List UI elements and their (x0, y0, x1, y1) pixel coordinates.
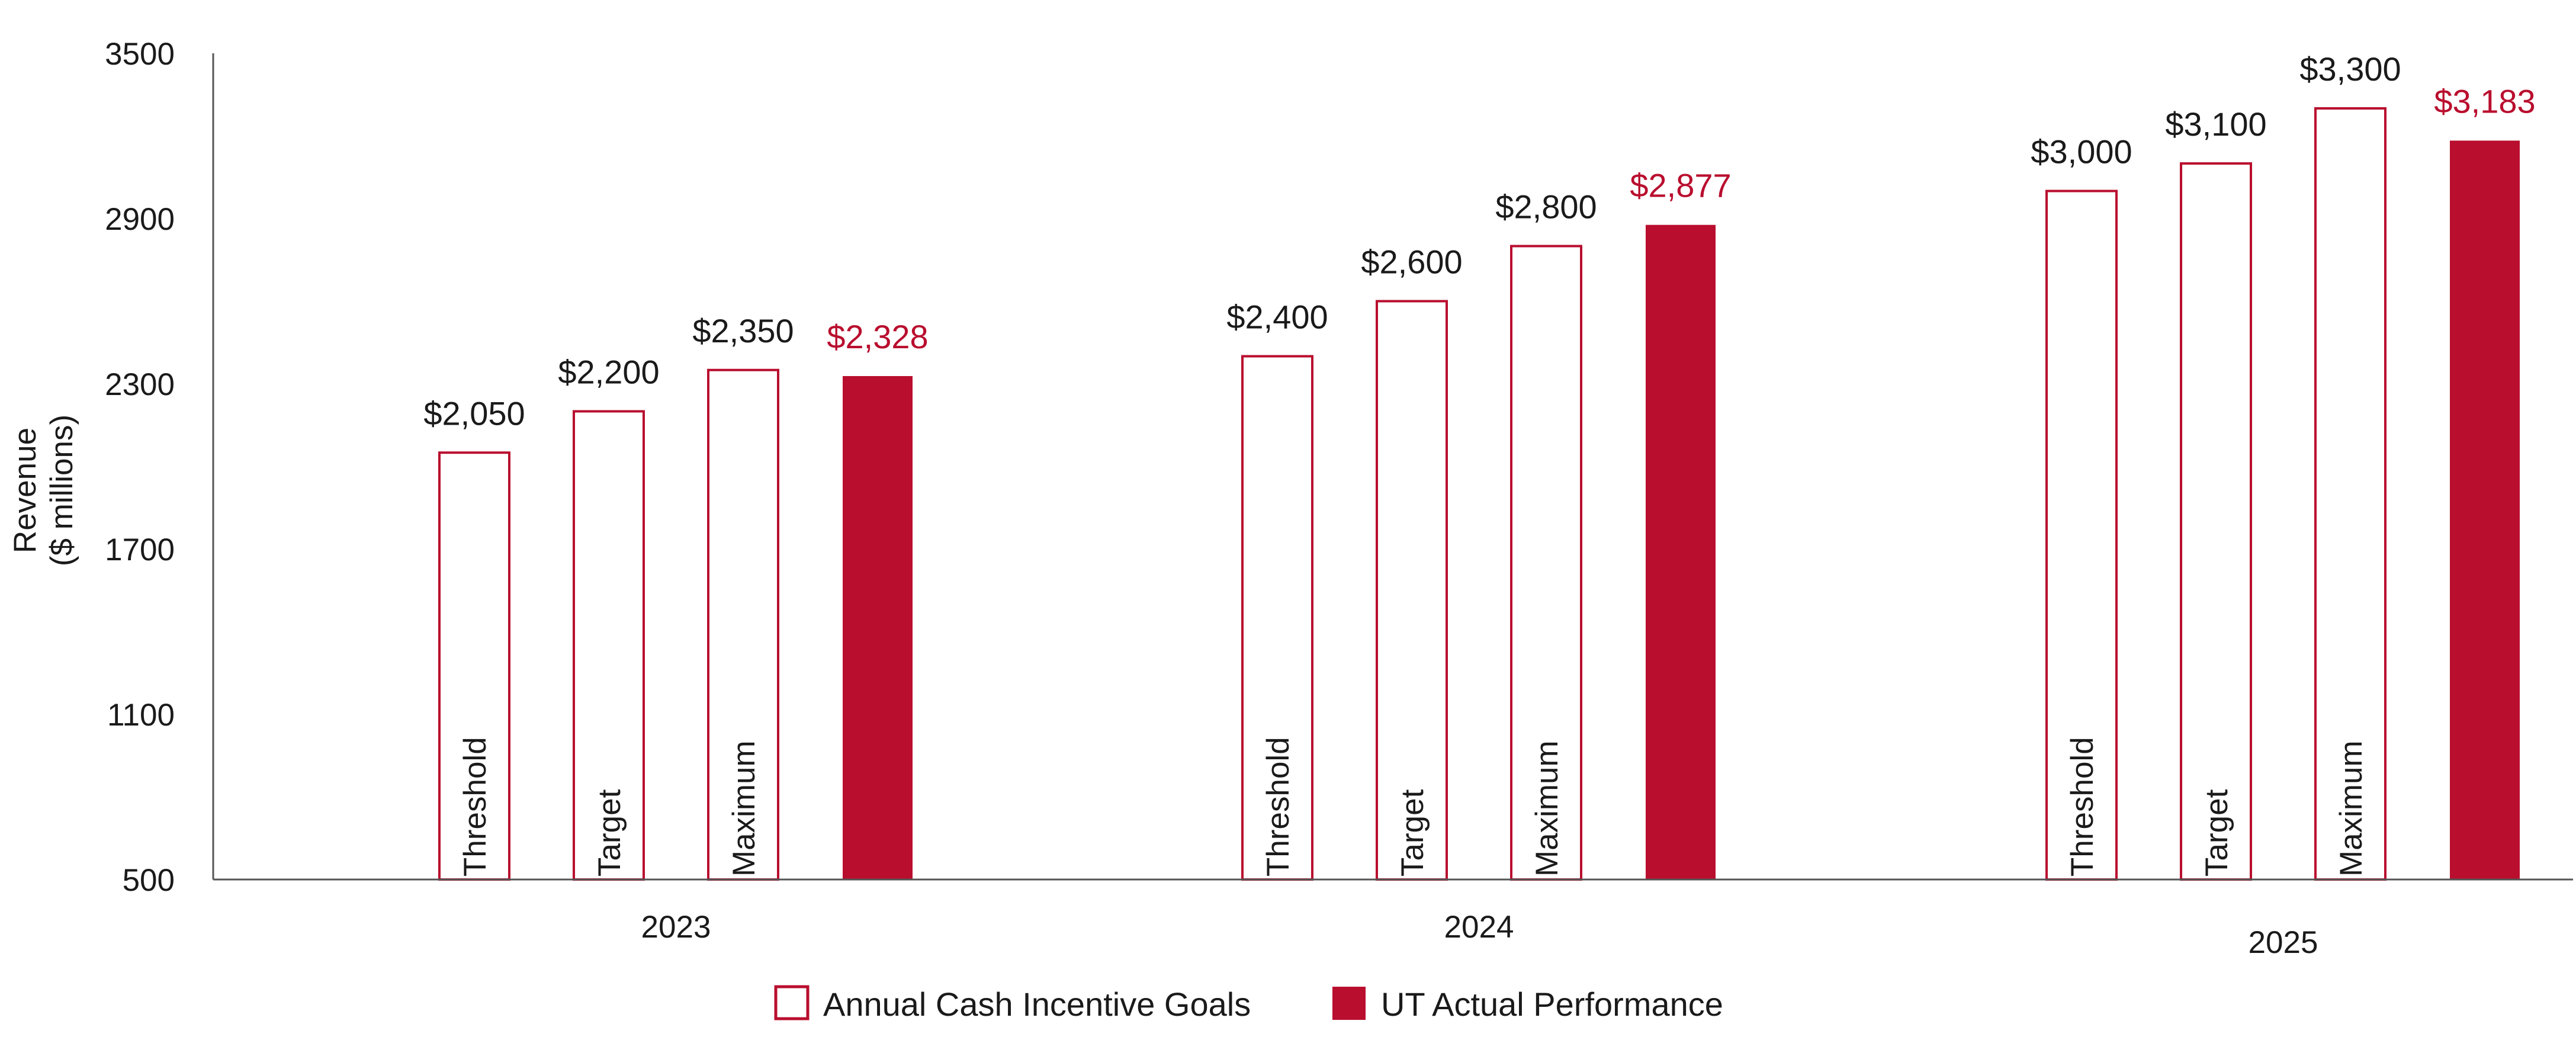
y-tick-label: 1100 (107, 698, 175, 733)
y-tick-label: 500 (123, 863, 175, 898)
legend-label-actual: UT Actual Performance (1381, 986, 1723, 1023)
goal-bar-label: Maximum (727, 740, 762, 877)
goal-bar (573, 410, 645, 881)
x-category-label: 2025 (2249, 925, 2318, 960)
goal-value-label: $2,800 (1495, 188, 1597, 226)
legend: Annual Cash Incentive Goals UT Actual Per… (774, 985, 1723, 1023)
legend-swatch-goals (774, 985, 810, 1020)
goal-bar-label: Target (592, 789, 627, 877)
goal-bar (2180, 162, 2252, 881)
y-axis-title-line: ($ millions) (44, 415, 79, 566)
bar-group-2024: $2,400 Threshold $2,600 Target $2,800 Maximum… (1226, 167, 1732, 881)
goal-bar-label: Maximum (1530, 740, 1565, 877)
x-category-label: 2024 (1444, 910, 1514, 945)
goal-bar (2314, 107, 2387, 881)
goal-value-label: $2,200 (558, 354, 659, 391)
x-axis-categories: 2023 2024 2025 (641, 910, 2318, 960)
bars: $2,050 Threshold $2,200 Target $2,350 Maximum… (423, 50, 2536, 881)
goal-value-label: $2,600 (1361, 243, 1462, 281)
goal-bar (1241, 355, 1313, 881)
bar-group-2023: $2,050 Threshold $2,200 Target $2,350 Maximum… (423, 312, 929, 881)
goal-bar-label: Maximum (2334, 740, 2369, 877)
goal-bar-label: Target (2199, 789, 2234, 877)
y-axis-ticks: 500 1100 1700 2300 2900 3500 (105, 37, 175, 898)
x-category-label: 2023 (641, 910, 711, 945)
goal-value-label: $2,400 (1226, 298, 1328, 336)
actual-value-label: $3,183 (2434, 82, 2535, 120)
goal-bar (438, 451, 510, 881)
y-tick-label: 1700 (105, 532, 175, 567)
bar-group-2025: $3,000 Threshold $3,100 Target $3,300 Maximum… (2031, 50, 2536, 881)
goal-value-label: $2,050 (423, 394, 525, 432)
actual-bar (2450, 140, 2520, 880)
goal-bar (707, 368, 779, 881)
actual-value-label: $2,877 (1630, 167, 1731, 204)
y-tick-label: 2900 (105, 202, 175, 237)
goal-value-label: $3,300 (2299, 50, 2401, 88)
actual-value-label: $2,328 (827, 318, 928, 355)
goal-bar-label: Threshold (458, 737, 493, 877)
y-tick-label: 3500 (105, 37, 175, 72)
goal-value-label: $2,350 (692, 312, 794, 349)
y-axis-label: Revenue($ millions) (8, 415, 79, 566)
actual-bar (1646, 224, 1716, 880)
goal-bar-label: Threshold (2065, 737, 2100, 877)
goal-value-label: $3,000 (2031, 133, 2132, 171)
legend-swatch-actual (1332, 987, 1366, 1020)
actual-bar (843, 375, 913, 880)
goal-bar-label: Threshold (1261, 737, 1296, 877)
axes (212, 53, 2573, 881)
goal-value-label: $3,100 (2165, 105, 2266, 143)
goal-bar (1510, 245, 1582, 881)
y-tick-label: 2300 (105, 367, 175, 402)
y-axis-title: Revenue($ millions) (8, 415, 79, 566)
legend-label-goals: Annual Cash Incentive Goals (823, 986, 1251, 1023)
goal-bar-label: Target (1395, 789, 1430, 877)
y-axis-title-line: Revenue (8, 428, 43, 553)
